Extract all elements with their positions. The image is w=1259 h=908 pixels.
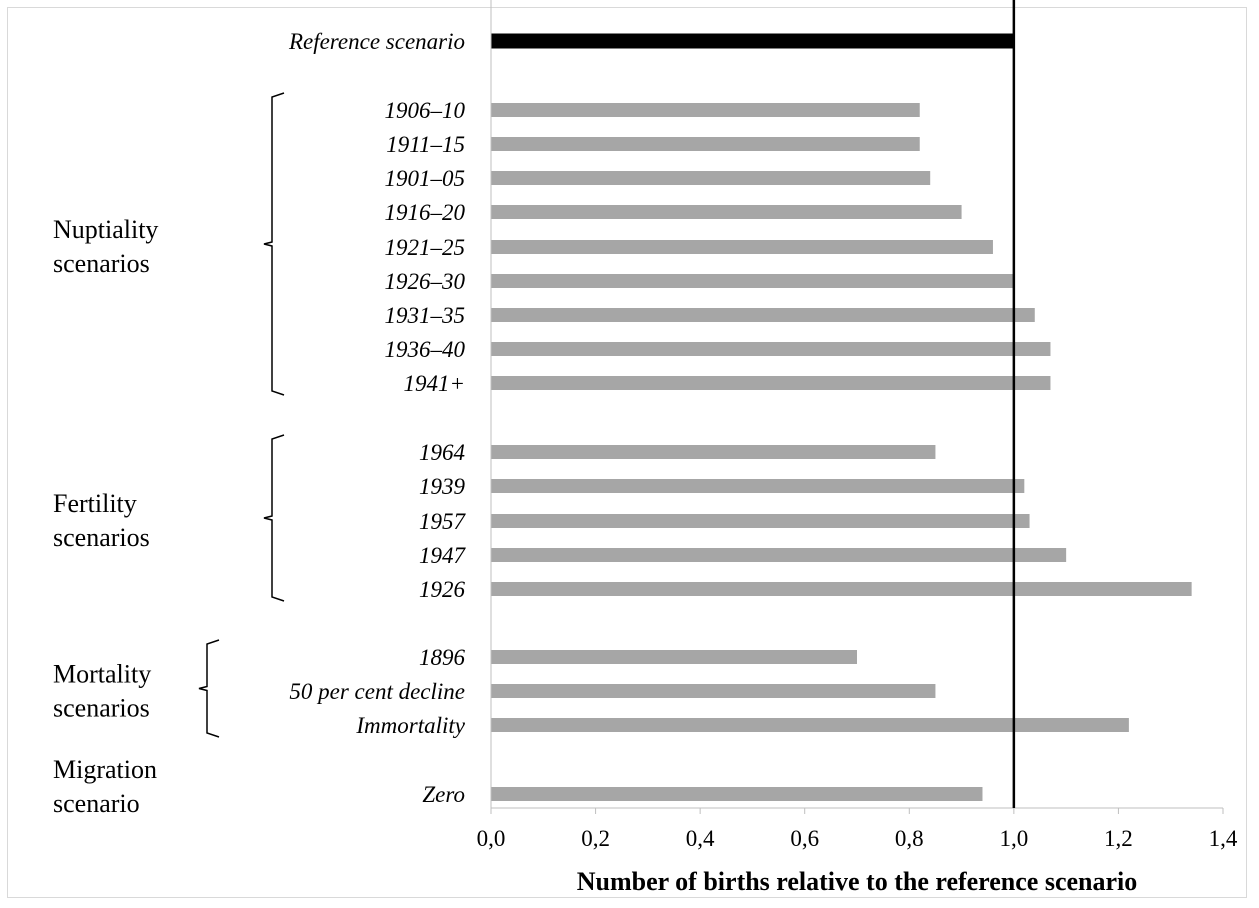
bar [491,137,920,151]
category-label: 1936–40 [385,337,466,362]
group-bracket [198,639,220,738]
x-tick-label: 0,0 [477,826,506,851]
bar [491,650,857,664]
category-label: 1901–05 [385,166,466,191]
reference-bar [491,33,1014,49]
x-tick-label: 0,2 [581,826,610,851]
bar [491,479,1025,493]
x-tick-label: 1,2 [1104,826,1133,851]
category-label: Zero [422,782,465,807]
x-tick-label: 0,6 [790,826,819,851]
x-axis-title: Number of births relative to the referen… [577,867,1138,896]
bar [491,548,1067,562]
bar [491,514,1030,528]
bar [491,205,962,219]
bar [491,103,920,117]
bar [491,308,1035,322]
category-label: 1941+ [403,371,465,396]
category-label: 1964 [419,440,465,465]
category-label: 1921–25 [385,235,466,260]
category-label: 1939 [419,474,466,499]
bar [491,240,993,254]
bar [491,342,1051,356]
category-label: 1926–30 [385,269,466,294]
bar [491,718,1129,732]
group-label: scenarios [53,249,150,278]
bar [491,684,936,698]
x-tick-label: 0,4 [686,826,715,851]
chart-frame [7,7,1247,898]
category-label: 1947 [419,543,467,568]
bar [491,274,1014,288]
category-label: 1957 [419,509,467,534]
category-label: 1931–35 [385,303,466,328]
group-label: Mortality [53,660,151,689]
category-label: Reference scenario [288,29,465,54]
category-label: 1916–20 [385,200,466,225]
x-tick-label: 1,0 [999,826,1028,851]
x-tick-label: 1,4 [1209,826,1238,851]
x-tick-label: 0,8 [895,826,924,851]
bar [491,171,931,185]
group-bracket [263,92,285,396]
category-label: 1896 [419,645,466,670]
group-bracket [263,434,285,602]
category-label: 50 per cent decline [289,679,465,704]
bar [491,376,1051,390]
group-label: scenarios [53,523,150,552]
category-label: 1906–10 [385,98,466,123]
group-label: Nuptiality [53,215,158,244]
group-label: scenario [53,789,140,818]
group-label: Migration [53,755,157,784]
category-label: 1926 [419,577,466,602]
group-label: scenarios [53,694,150,723]
category-label: Immortality [355,713,465,738]
bar [491,787,983,801]
bar [491,582,1192,596]
group-label: Fertility [53,489,137,518]
category-label: 1911–15 [386,132,465,157]
bar [491,445,936,459]
